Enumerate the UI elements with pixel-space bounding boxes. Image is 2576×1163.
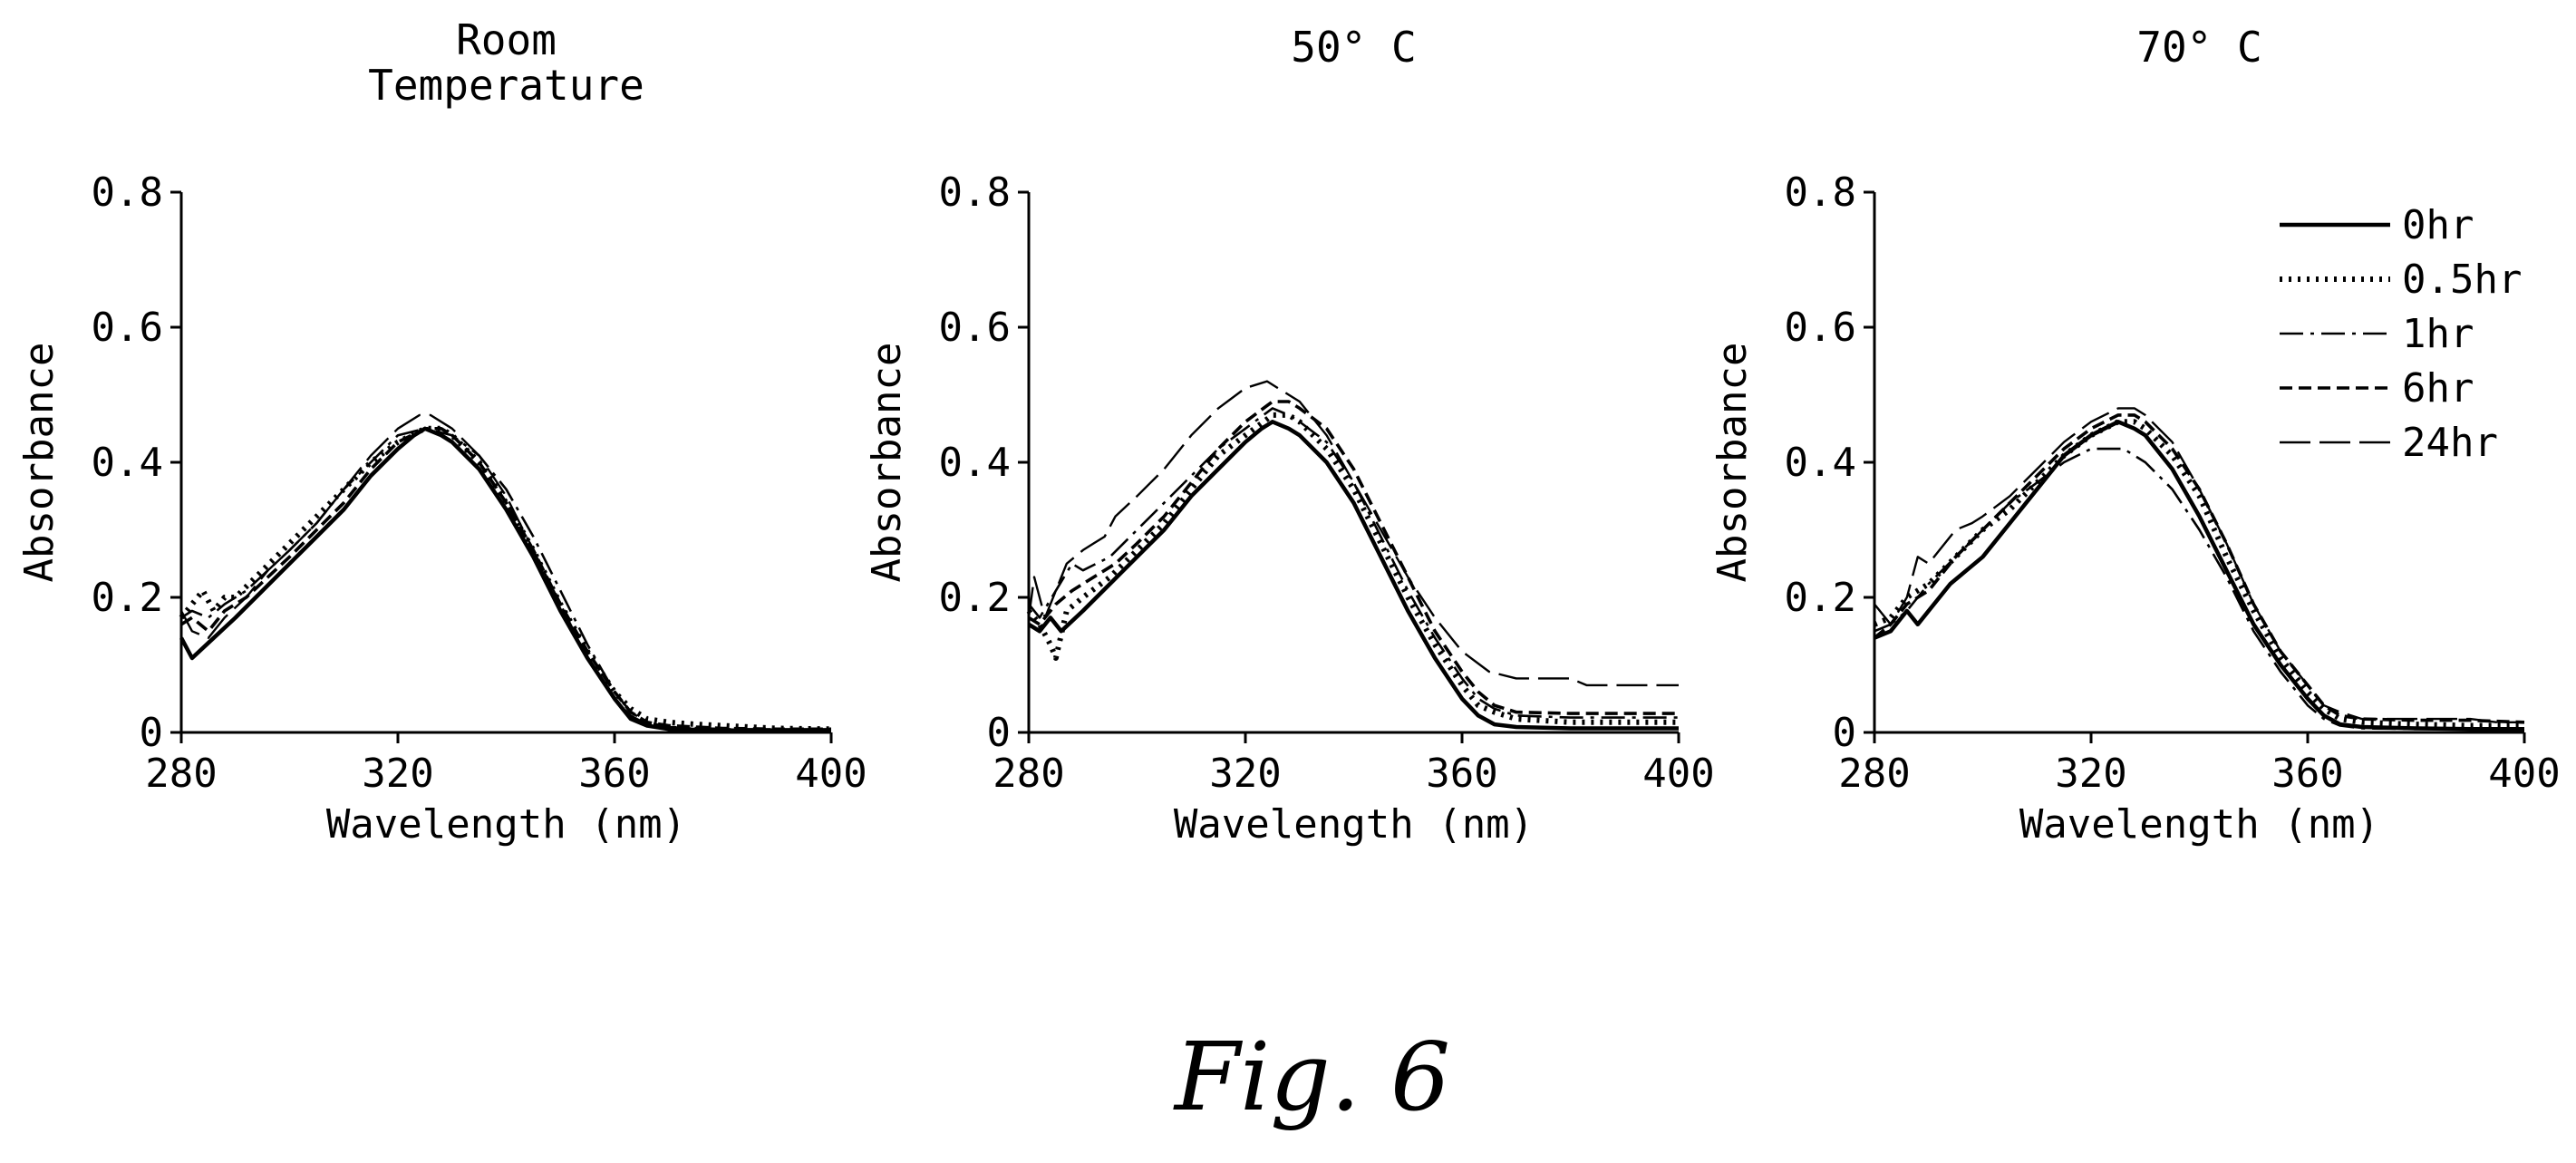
series-line-1hr	[1874, 447, 2524, 731]
y-tick-label: 0.8	[939, 170, 1011, 216]
series-line-0-5hr	[179, 425, 832, 732]
series-line-0hr	[179, 426, 831, 733]
series-line-24hr	[1874, 407, 2524, 723]
series-line-0hr	[1874, 420, 2524, 732]
x-tick-label: 280	[145, 751, 217, 797]
series-line-6hr	[1873, 413, 2525, 724]
y-tick-label: 0.6	[92, 305, 163, 351]
x-tick-label: 400	[2488, 751, 2560, 797]
y-tick-label: 0.4	[939, 440, 1011, 486]
x-axis-label: Wavelength (nm)	[1174, 801, 1534, 848]
chart-panel-2: 50° C 0 0.2 0.4 0.6 0.8 280 320 360 400 Wavelength…	[864, 23, 1715, 848]
series-line-1hr	[1027, 407, 1679, 719]
series-line-0-5hr	[1873, 419, 2524, 729]
x-tick-label: 320	[1209, 751, 1281, 797]
series-line-1hr	[180, 427, 831, 732]
x-tick-label: 280	[1838, 751, 1910, 797]
y-tick-label: 0.4	[1785, 440, 1856, 486]
y-tick-label: 0.6	[939, 305, 1011, 351]
legend: 0hr 0.5hr 1hr 6hr 24hr	[2280, 202, 2522, 466]
y-tick-label: 0.2	[1785, 575, 1856, 621]
x-tick-label: 360	[2271, 751, 2343, 797]
panel-title: 70° C	[2136, 23, 2261, 72]
x-axis-label: Wavelength (nm)	[2019, 801, 2379, 848]
series-line-24hr	[1027, 380, 1679, 687]
y-tick-label: 0.8	[1785, 170, 1856, 216]
series-line-0hr	[1027, 420, 1679, 731]
x-tick-label: 400	[1642, 751, 1714, 797]
x-axis-label: Wavelength (nm)	[326, 801, 686, 848]
legend-label: 24hr	[2402, 420, 2498, 466]
y-axis-label: Absorbance	[16, 343, 63, 583]
panel-title: Room	[456, 15, 557, 64]
y-axis-label: Absorbance	[1709, 343, 1756, 583]
panel-title: 50° C	[1291, 23, 1416, 72]
y-tick-label: 0.2	[92, 575, 163, 621]
y-tick-label: 0	[987, 710, 1012, 756]
series-line-6hr	[180, 427, 831, 732]
x-tick-label: 360	[578, 751, 650, 797]
legend-label: 1hr	[2402, 311, 2474, 357]
legend-label: 0.5hr	[2402, 257, 2522, 303]
legend-label: 6hr	[2402, 365, 2474, 412]
y-tick-label: 0	[1833, 710, 1857, 756]
y-tick-label: 0	[140, 710, 164, 756]
y-tick-label: 0.6	[1785, 305, 1856, 351]
x-tick-label: 360	[1426, 751, 1497, 797]
y-tick-label: 0.4	[92, 440, 163, 486]
x-tick-label: 400	[795, 751, 867, 797]
x-tick-label: 280	[993, 751, 1064, 797]
figure-caption: Fig. 6	[1173, 1022, 1450, 1132]
x-tick-label: 320	[2055, 751, 2126, 797]
chart-panel-3: 70° C 0 0.2 0.4 0.6 0.8 280 320 360 400 Wavelength…	[1709, 23, 2561, 848]
legend-label: 0hr	[2402, 202, 2474, 248]
y-tick-label: 0.2	[939, 575, 1011, 621]
y-axis-label: Absorbance	[864, 343, 910, 583]
series-line-24hr	[179, 413, 831, 731]
panel-title: Temperature	[368, 61, 644, 110]
x-tick-label: 320	[362, 751, 433, 797]
y-tick-label: 0.8	[92, 170, 163, 216]
series-line-0-5hr	[1026, 412, 1679, 725]
